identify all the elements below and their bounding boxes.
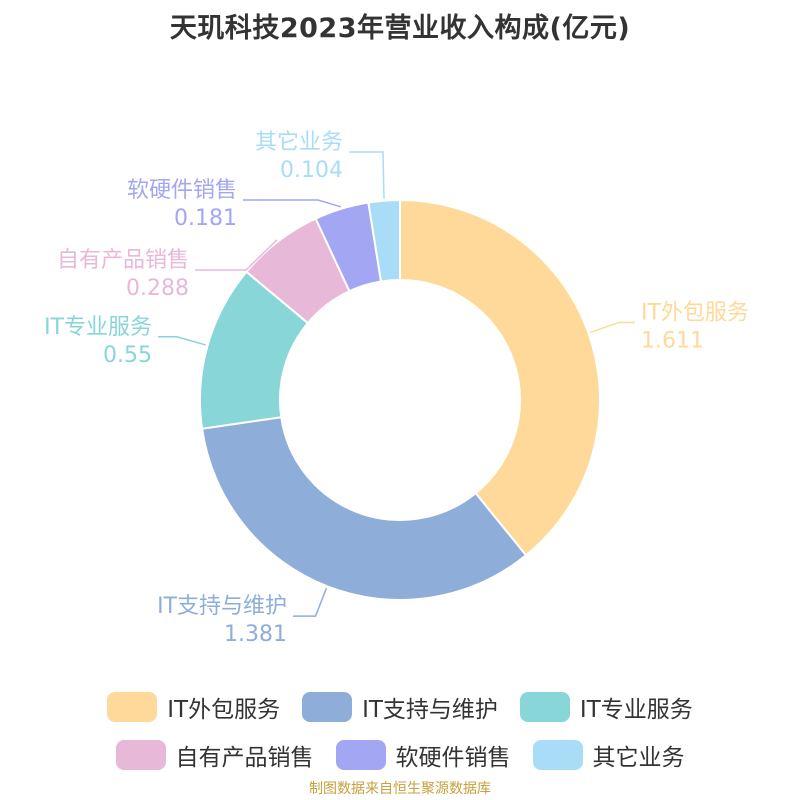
leader-line [349,151,385,199]
slice-name-label: 自有产品销售 [57,248,189,273]
donut-slice [399,198,601,557]
leader-line [158,336,206,346]
leader-line [590,321,635,334]
leader-line [293,587,328,617]
slice-value-label: 0.181 [174,206,237,231]
slice-name-label: IT专业服务 [44,315,152,340]
slice-name-label: 软硬件销售 [127,178,237,203]
legend-label: IT外包服务 [167,697,281,723]
legend-swatch [335,740,386,770]
legend-swatch [115,740,166,770]
donut-slice [367,198,401,283]
legend-item[interactable]: 软硬件销售 [335,738,511,772]
slice-value-label: 1.611 [641,328,704,353]
legend-item[interactable]: IT专业服务 [519,690,693,724]
source-note: 制图数据来自恒生聚源数据库 [309,781,491,797]
legend-row: IT外包服务 IT支持与维护 IT专业服务 [0,690,800,724]
legend-swatch [107,692,158,722]
slice-value-label: 0.55 [103,343,152,368]
legend-row: 自有产品销售 软硬件销售 其它业务 [0,738,800,772]
legend-label: 软硬件销售 [395,745,511,771]
slice-value-label: 0.288 [126,276,189,301]
legend-label: IT专业服务 [579,697,693,723]
legend-swatch [519,692,570,722]
legend-swatch [302,692,353,722]
leader-line [195,239,278,271]
chart-title: 天玑科技2023年营业收入构成(亿元) [169,13,631,44]
legend-swatch [532,740,583,770]
legend-label: 其它业务 [592,745,685,771]
legend-item[interactable]: 自有产品销售 [115,738,314,772]
slice-name-label: 其它业务 [255,130,343,155]
slice-value-label: 0.104 [280,158,343,183]
slice-name-label: IT支持与维护 [157,594,287,619]
legend-item[interactable]: 其它业务 [532,738,685,772]
legend-item[interactable]: IT支持与维护 [302,690,498,724]
legend-label: 自有产品销售 [175,745,314,771]
leader-line [243,199,342,208]
slice-name-label: IT外包服务 [641,300,749,325]
slice-value-label: 1.381 [224,622,287,647]
donut-slice [200,416,528,601]
legend-item[interactable]: IT外包服务 [107,690,280,724]
legend-label: IT支持与维护 [362,697,498,723]
